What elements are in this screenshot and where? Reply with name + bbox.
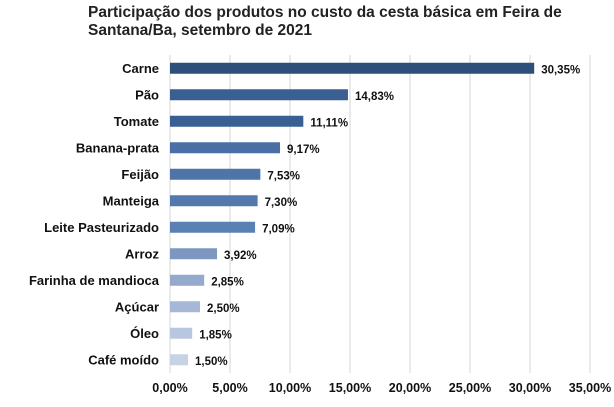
- data-label: 1,50%: [195, 356, 228, 368]
- bar: [170, 274, 205, 286]
- x-tick-label: 30,00%: [509, 381, 551, 395]
- data-label: 1,85%: [199, 329, 232, 341]
- category-label: Tomate: [114, 114, 159, 129]
- data-label: 3,92%: [224, 250, 257, 262]
- category-label: Carne: [122, 61, 159, 76]
- category-label: Banana-prata: [76, 140, 160, 155]
- category-label: Café moído: [88, 352, 159, 367]
- value-labels: 30,35% 14,83% 11,11% 9,17% 7,53% 7,30% 7,09% 3,…: [195, 64, 580, 368]
- bars: [170, 62, 535, 366]
- bar: [170, 62, 535, 74]
- data-label: 2,85%: [211, 276, 244, 288]
- bar: [170, 221, 256, 233]
- data-label: 11,11%: [310, 117, 348, 129]
- bar: [170, 168, 261, 180]
- x-tick-label: 10,00%: [269, 381, 311, 395]
- bar: [170, 142, 281, 154]
- bar: [170, 195, 258, 207]
- data-label: 30,35%: [541, 64, 580, 76]
- category-label: Leite Pasteurizado: [44, 220, 159, 235]
- category-labels: Carne Pão Tomate Banana-prata Feijão Manteiga…: [29, 61, 160, 368]
- x-tick-label: 15,00%: [329, 381, 371, 395]
- x-tick-label: 25,00%: [449, 381, 491, 395]
- category-label: Açúcar: [115, 299, 159, 314]
- data-label: 7,53%: [267, 170, 300, 182]
- category-label: Farinha de mandioca: [29, 273, 160, 288]
- x-tick-label: 5,00%: [212, 381, 247, 395]
- bar: [170, 115, 304, 127]
- x-tick-label: 20,00%: [389, 381, 431, 395]
- chart-title: Participação dos produtos no custo da ce…: [88, 4, 562, 39]
- category-label: Arroz: [125, 246, 159, 261]
- bar: [170, 89, 348, 101]
- bar: [170, 354, 188, 366]
- data-label: 14,83%: [355, 91, 394, 103]
- category-label: Feijão: [121, 167, 159, 182]
- category-label: Óleo: [130, 326, 159, 341]
- data-label: 7,30%: [265, 197, 298, 209]
- data-label: 7,09%: [262, 223, 295, 235]
- bar: [170, 248, 218, 260]
- category-label: Pão: [135, 87, 159, 102]
- bar: [170, 327, 193, 339]
- x-axis-ticks: 0,00% 5,00% 10,00% 15,00% 20,00% 25,00% 30,00%…: [152, 381, 611, 395]
- bar: [170, 301, 200, 313]
- data-label: 9,17%: [287, 144, 320, 156]
- grid-lines: [169, 55, 591, 373]
- category-label: Manteiga: [103, 193, 160, 208]
- x-tick-label: 0,00%: [152, 381, 187, 395]
- data-label: 2,50%: [207, 303, 240, 315]
- x-tick-label: 35,00%: [569, 381, 611, 395]
